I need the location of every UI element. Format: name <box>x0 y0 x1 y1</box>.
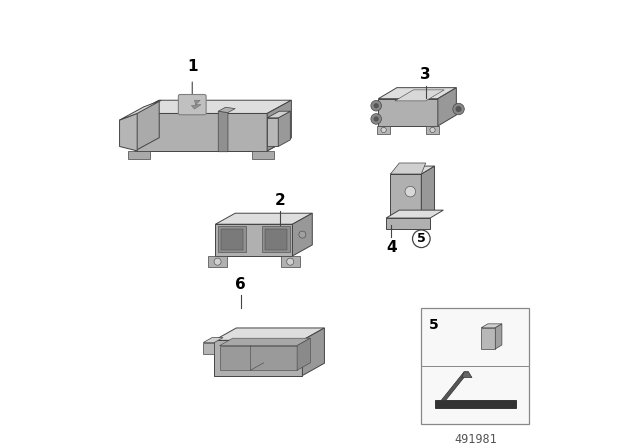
Bar <box>421 308 529 424</box>
Polygon shape <box>218 111 228 152</box>
Circle shape <box>413 230 430 248</box>
Polygon shape <box>216 224 292 256</box>
Polygon shape <box>292 213 312 256</box>
Polygon shape <box>216 213 312 224</box>
Polygon shape <box>377 126 390 134</box>
Polygon shape <box>297 338 310 370</box>
Polygon shape <box>191 100 201 109</box>
Polygon shape <box>462 372 472 378</box>
Polygon shape <box>265 228 287 250</box>
Polygon shape <box>252 151 274 159</box>
Polygon shape <box>135 138 291 151</box>
Polygon shape <box>481 324 502 328</box>
Circle shape <box>287 258 294 265</box>
Polygon shape <box>426 126 439 134</box>
Polygon shape <box>378 99 438 126</box>
Circle shape <box>214 258 221 265</box>
Text: 5: 5 <box>429 318 439 332</box>
Text: 1: 1 <box>187 59 198 74</box>
Polygon shape <box>386 218 430 229</box>
Polygon shape <box>135 100 159 151</box>
Polygon shape <box>395 90 444 101</box>
Polygon shape <box>204 338 223 343</box>
Polygon shape <box>438 88 456 126</box>
Polygon shape <box>218 107 236 112</box>
Polygon shape <box>267 111 291 118</box>
Polygon shape <box>390 163 426 174</box>
Polygon shape <box>378 88 456 99</box>
Polygon shape <box>214 340 302 375</box>
Text: 2: 2 <box>275 193 285 208</box>
Circle shape <box>374 103 379 108</box>
Circle shape <box>405 186 415 197</box>
Polygon shape <box>386 210 444 218</box>
Polygon shape <box>495 324 502 349</box>
Polygon shape <box>267 100 291 151</box>
Circle shape <box>371 114 381 124</box>
Polygon shape <box>208 256 227 267</box>
Polygon shape <box>135 100 291 113</box>
Polygon shape <box>390 174 421 218</box>
Text: 5: 5 <box>417 232 426 245</box>
Polygon shape <box>220 345 297 370</box>
Circle shape <box>456 106 461 112</box>
Circle shape <box>371 100 381 111</box>
Polygon shape <box>220 338 310 345</box>
Text: 3: 3 <box>420 67 431 82</box>
Polygon shape <box>481 328 495 349</box>
Circle shape <box>299 231 306 238</box>
Polygon shape <box>135 113 267 151</box>
Circle shape <box>374 116 379 121</box>
Polygon shape <box>214 328 324 340</box>
Polygon shape <box>204 343 214 353</box>
Polygon shape <box>129 151 150 159</box>
Polygon shape <box>280 256 300 267</box>
Polygon shape <box>278 111 291 146</box>
Polygon shape <box>267 118 278 146</box>
Circle shape <box>430 127 435 133</box>
FancyBboxPatch shape <box>179 95 206 115</box>
Polygon shape <box>435 401 516 409</box>
Polygon shape <box>120 100 161 120</box>
Circle shape <box>381 127 387 133</box>
Polygon shape <box>441 372 468 401</box>
Polygon shape <box>390 166 435 174</box>
Polygon shape <box>302 328 324 375</box>
Circle shape <box>453 103 464 115</box>
Text: 4: 4 <box>386 240 397 255</box>
Polygon shape <box>221 228 243 250</box>
Polygon shape <box>120 113 137 151</box>
Polygon shape <box>421 166 435 218</box>
Polygon shape <box>218 226 246 252</box>
Text: 6: 6 <box>236 276 246 292</box>
Text: 491981: 491981 <box>454 434 497 447</box>
Polygon shape <box>262 226 290 252</box>
